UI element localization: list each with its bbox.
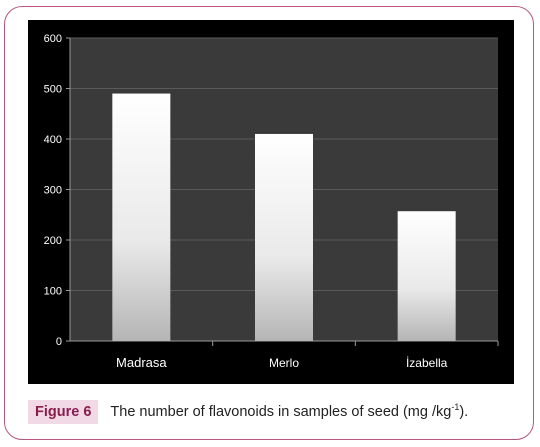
- x-tick-label-1: Madrasa: [116, 355, 167, 370]
- x-tick-label-2: Merlo: [269, 356, 299, 370]
- y-tick-label-100: 100: [44, 286, 62, 298]
- caption-superscript: -1: [451, 402, 460, 413]
- chart-svg: 0 100 200 300 400 500 600 Madrasa Merlo İzabella: [28, 20, 514, 384]
- bar-chart: 0 100 200 300 400 500 600 Madrasa Merlo İzabella: [28, 20, 514, 384]
- y-tick-label-300: 300: [44, 185, 62, 197]
- x-tick-label-3: İzabella: [406, 356, 448, 370]
- y-tick-label-400: 400: [44, 134, 62, 146]
- y-tick-label-0: 0: [56, 336, 62, 348]
- caption-text-end: ).: [459, 404, 469, 420]
- figure-caption: Figure 6 The number of flavonoids in sam…: [28, 400, 468, 424]
- y-tick-label-500: 500: [44, 84, 62, 96]
- bar-3: [397, 211, 456, 341]
- bar-1: [112, 93, 171, 341]
- y-tick-label-600: 600: [44, 33, 62, 45]
- y-tick-label-200: 200: [44, 235, 62, 247]
- caption-text-main: The number of flavonoids in samples of s…: [110, 404, 452, 420]
- figure-label: Figure 6: [28, 400, 99, 424]
- caption-text: The number of flavonoids in samples of s…: [110, 402, 469, 420]
- bar-2: [255, 133, 313, 341]
